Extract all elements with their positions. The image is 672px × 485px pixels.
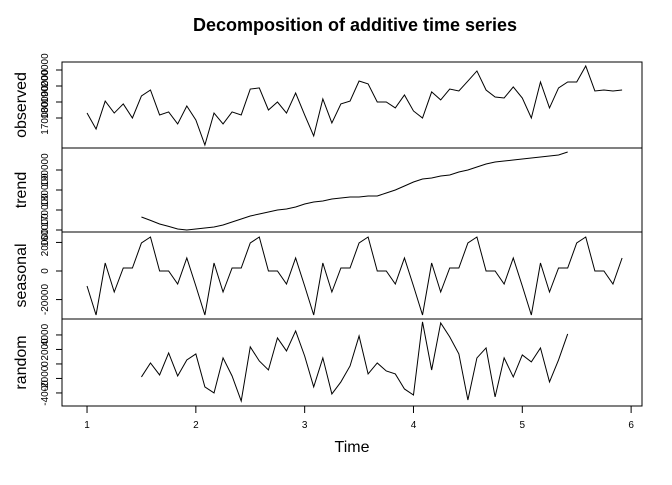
chart-title: Decomposition of additive time series	[193, 15, 517, 35]
y-tick-label: 180000	[40, 85, 51, 119]
y-tick-label: 190000	[40, 153, 51, 187]
y-tick-label: 170000	[40, 193, 51, 227]
y-tick-label: 0	[40, 268, 51, 274]
y-tick-label: 160000	[40, 213, 51, 247]
x-axis-label: Time	[335, 439, 370, 456]
panel-frame	[61, 61, 643, 149]
y-axis-label: trend	[13, 172, 30, 208]
series-line	[141, 151, 568, 231]
x-tick-label: 6	[628, 420, 634, 431]
y-axis-label: seasonal	[13, 243, 30, 307]
x-tick-label: 2	[193, 420, 199, 431]
x-tick-label: 3	[302, 420, 308, 431]
series-line	[86, 236, 623, 316]
y-tick-label: 20000	[40, 228, 51, 256]
x-tick-label: 1	[84, 420, 90, 431]
y-tick-label: 180000	[40, 173, 51, 207]
series-line	[141, 321, 569, 403]
y-tick-label: 170000	[40, 101, 51, 135]
series-line	[86, 64, 623, 147]
y-tick-label: -20000	[40, 284, 51, 316]
y-tick-label: 190000	[40, 69, 51, 103]
panel-frame	[61, 318, 643, 407]
panel-frame	[61, 231, 643, 320]
y-tick-label: -2000	[40, 365, 51, 391]
y-tick-label: 200000	[40, 53, 51, 87]
y-tick-label: 0	[40, 361, 51, 367]
y-tick-label: -4000	[40, 380, 51, 406]
y-tick-label: 2000	[40, 338, 51, 361]
x-tick-label: 4	[411, 420, 417, 431]
y-axis-label: observed	[13, 72, 30, 138]
x-tick-label: 5	[520, 420, 526, 431]
y-axis-label: random	[13, 335, 30, 389]
y-tick-label: 4000	[40, 323, 51, 346]
